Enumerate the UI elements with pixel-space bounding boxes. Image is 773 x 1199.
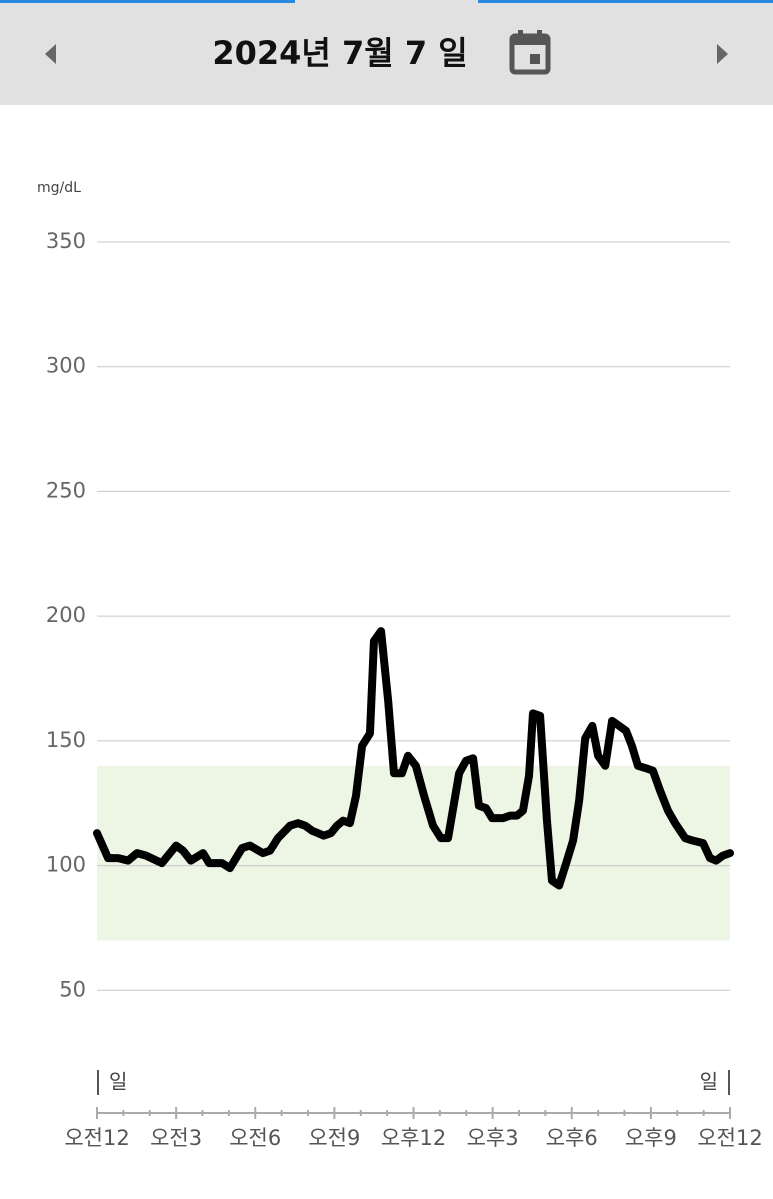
- calendar-button[interactable]: [509, 30, 551, 75]
- y-tick-label: 250: [46, 478, 86, 502]
- x-tick-label: 오후12: [381, 1126, 446, 1150]
- header: 2024년 7월 7 일: [0, 0, 773, 105]
- x-tick-label: 오후9: [625, 1126, 677, 1150]
- tab-indicator: [478, 0, 773, 3]
- day-label: 일: [700, 1070, 718, 1094]
- chart: mg/dL 50 100 150 200 250 300 350 오전12 오전3 오전6 오전9 오후…: [37, 180, 763, 1150]
- y-tick-label: 200: [46, 603, 86, 627]
- x-tick-label: 오후3: [467, 1126, 519, 1150]
- y-tick-label: 300: [46, 354, 86, 378]
- x-tick-label: 오전6: [229, 1126, 281, 1150]
- next-button[interactable]: [717, 44, 728, 64]
- header-icons: [45, 30, 728, 75]
- y-tick-label: 50: [59, 977, 86, 1001]
- day-label: 일: [109, 1070, 127, 1094]
- x-tick-label: 오전3: [150, 1126, 202, 1150]
- date-title: 2024년 7월 7 일: [212, 34, 468, 72]
- x-tick-label: 오전12: [697, 1126, 762, 1150]
- x-tick-label: 오후6: [546, 1126, 598, 1150]
- glucose-line: [93, 627, 734, 890]
- y-tick-label: 150: [46, 728, 86, 752]
- target-range: [97, 765, 730, 941]
- x-tick-label: 오전9: [308, 1126, 360, 1150]
- prev-button[interactable]: [45, 44, 56, 64]
- tab-indicator: [0, 0, 295, 3]
- y-tick-label: 100: [46, 853, 86, 877]
- y-tick-label: 350: [46, 229, 86, 253]
- x-tick-label: 오전12: [64, 1126, 129, 1150]
- y-axis-label: mg/dL: [37, 180, 81, 196]
